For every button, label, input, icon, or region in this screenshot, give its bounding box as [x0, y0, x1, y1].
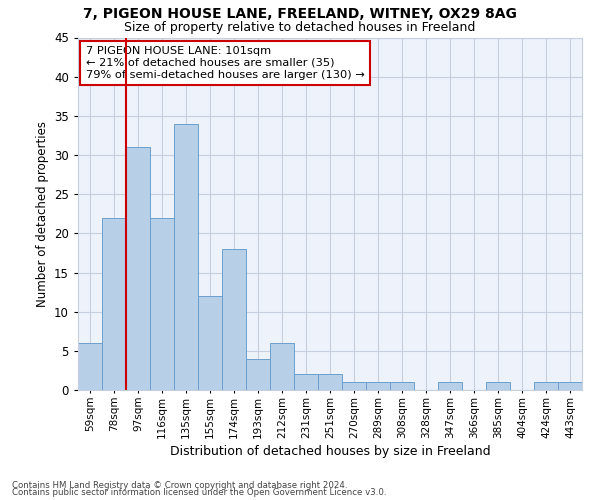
Bar	[366, 382, 390, 390]
Bar	[486, 382, 510, 390]
Bar	[174, 124, 198, 390]
Bar	[390, 382, 414, 390]
Bar	[294, 374, 318, 390]
X-axis label: Distribution of detached houses by size in Freeland: Distribution of detached houses by size …	[170, 444, 490, 458]
Text: Size of property relative to detached houses in Freeland: Size of property relative to detached ho…	[124, 21, 476, 34]
Text: Contains HM Land Registry data © Crown copyright and database right 2024.: Contains HM Land Registry data © Crown c…	[12, 480, 347, 490]
Bar	[342, 382, 366, 390]
Bar	[78, 343, 102, 390]
Text: 7 PIGEON HOUSE LANE: 101sqm
← 21% of detached houses are smaller (35)
79% of sem: 7 PIGEON HOUSE LANE: 101sqm ← 21% of det…	[86, 46, 364, 80]
Bar	[126, 147, 150, 390]
Bar	[270, 343, 294, 390]
Bar	[558, 382, 582, 390]
Text: Contains public sector information licensed under the Open Government Licence v3: Contains public sector information licen…	[12, 488, 386, 497]
Y-axis label: Number of detached properties: Number of detached properties	[35, 120, 49, 306]
Bar	[150, 218, 174, 390]
Bar	[438, 382, 462, 390]
Bar	[534, 382, 558, 390]
Bar	[198, 296, 222, 390]
Bar	[102, 218, 126, 390]
Bar	[318, 374, 342, 390]
Text: 7, PIGEON HOUSE LANE, FREELAND, WITNEY, OX29 8AG: 7, PIGEON HOUSE LANE, FREELAND, WITNEY, …	[83, 8, 517, 22]
Bar	[222, 249, 246, 390]
Bar	[246, 358, 270, 390]
